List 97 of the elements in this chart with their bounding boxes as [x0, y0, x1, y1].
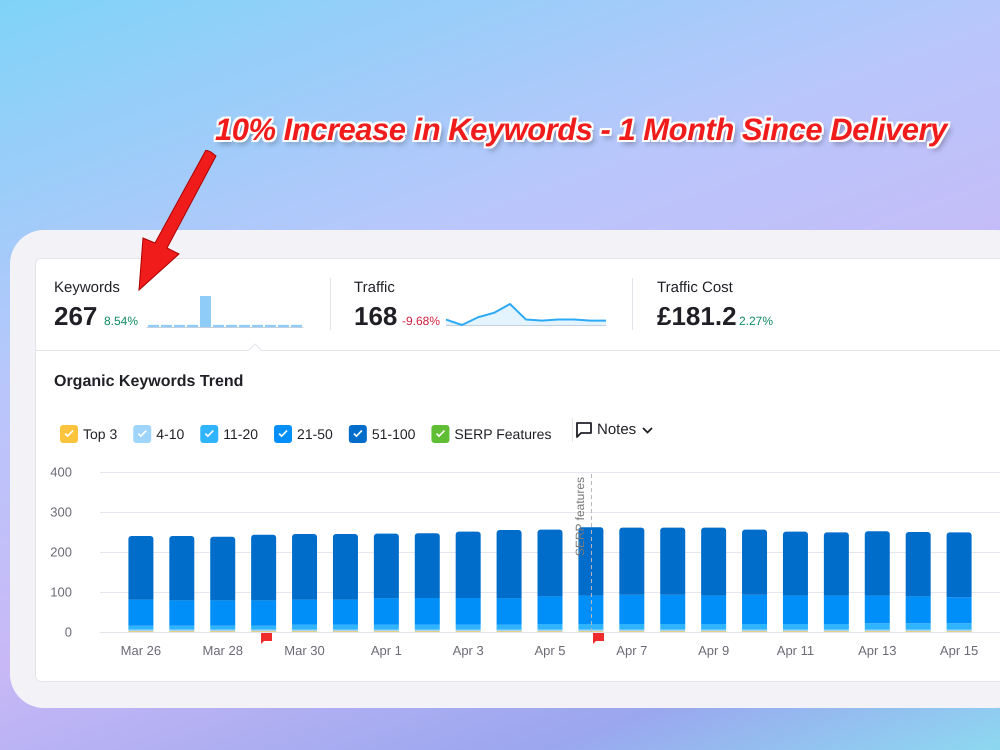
bar: [374, 534, 399, 598]
text: Keywords: [54, 279, 120, 296]
chart-title: Organic Keywords Trend: [54, 373, 244, 391]
bar: [824, 624, 849, 630]
bar: [332, 600, 358, 625]
bar: [456, 598, 481, 625]
y-tick-label: 100: [50, 584, 72, 600]
legend-label: 51-100: [372, 426, 416, 442]
bar: [824, 532, 849, 596]
bar: [169, 626, 194, 630]
bar: [128, 536, 154, 600]
bar: [701, 624, 726, 630]
bar: [660, 594, 686, 624]
bar: [578, 596, 604, 624]
bar: [496, 624, 522, 630]
bar: [906, 532, 931, 596]
x-tick-label: Apr 9: [698, 643, 730, 658]
bar: [906, 623, 931, 630]
x-tick-label: Apr 7: [616, 643, 648, 658]
legend-label: Top 3: [83, 426, 118, 442]
x-tick-label: Mar 26: [120, 643, 162, 658]
bar: [824, 596, 849, 624]
bar: [169, 536, 194, 600]
bar: [864, 623, 890, 630]
text: 267: [54, 301, 98, 332]
bar: [414, 598, 440, 625]
text: -9.68%: [402, 314, 440, 328]
bar: [619, 624, 644, 630]
ref-line-label: SERP features: [572, 477, 587, 556]
bar: [414, 624, 440, 630]
bar: [538, 530, 562, 596]
bar: [414, 533, 440, 598]
bar: [742, 594, 768, 624]
bar: [660, 624, 686, 630]
y-tick-label: 300: [50, 504, 72, 520]
bar: [701, 528, 726, 596]
bar: [169, 600, 194, 626]
bar: [496, 598, 522, 625]
bar: [332, 624, 358, 630]
x-tick-label: Mar 28: [202, 643, 243, 658]
bar: [660, 528, 686, 595]
text: Traffic: [354, 279, 395, 296]
bar: [496, 530, 522, 598]
bar: [619, 594, 644, 624]
bar: [251, 534, 276, 600]
text: 168: [354, 301, 398, 332]
bar: [251, 626, 276, 630]
x-tick-label: Apr 15: [940, 643, 978, 658]
y-tick-label: 200: [50, 544, 72, 560]
bar: [374, 598, 399, 625]
bar: [292, 600, 318, 625]
x-tick-label: Apr 1: [370, 643, 402, 658]
bar: [701, 596, 726, 624]
x-tick-label: Apr 5: [534, 643, 566, 658]
bar: [292, 534, 318, 600]
x-tick-label: Apr 3: [452, 643, 484, 658]
bar: [332, 534, 358, 600]
text: 2.27%: [739, 314, 774, 328]
bar: [782, 596, 808, 624]
bar: [128, 600, 154, 626]
bar: [251, 600, 276, 626]
x-tick-label: Apr 13: [858, 643, 896, 658]
bar: [782, 532, 808, 596]
bar: [456, 532, 481, 598]
bar: [456, 624, 481, 630]
bar: [292, 624, 318, 630]
text: Traffic Cost: [657, 279, 733, 296]
bar: [782, 624, 808, 630]
bar: [578, 624, 604, 630]
text: 10% Increase in Keywords - 1 Month Since Delivery: [215, 112, 947, 148]
bar: [946, 532, 972, 598]
legend-label: 11-20: [223, 426, 258, 442]
bar: [210, 600, 236, 626]
text: Notes: [597, 421, 636, 438]
bar: [742, 624, 768, 630]
y-tick-label: 400: [50, 464, 72, 480]
bar: [538, 596, 562, 624]
bar: [619, 528, 644, 595]
bar: [946, 623, 972, 630]
bar: [946, 597, 972, 624]
bar: [742, 530, 768, 595]
x-tick-label: Mar 30: [284, 643, 325, 658]
bar: [864, 531, 890, 596]
text: £181.2: [657, 301, 737, 332]
bar: [210, 536, 236, 600]
bar: [210, 626, 236, 630]
text: 8.54%: [104, 314, 138, 328]
legend-label: 21-50: [297, 426, 334, 442]
legend-label: SERP Features: [454, 426, 552, 442]
legend-label: 4-10: [156, 426, 184, 442]
bar: [538, 624, 562, 630]
bar: [906, 596, 931, 624]
y-tick-label: 0: [64, 624, 72, 640]
bar: [374, 624, 399, 630]
bar: [864, 596, 890, 624]
x-tick-label: Apr 11: [776, 643, 814, 658]
bar: [128, 626, 154, 630]
